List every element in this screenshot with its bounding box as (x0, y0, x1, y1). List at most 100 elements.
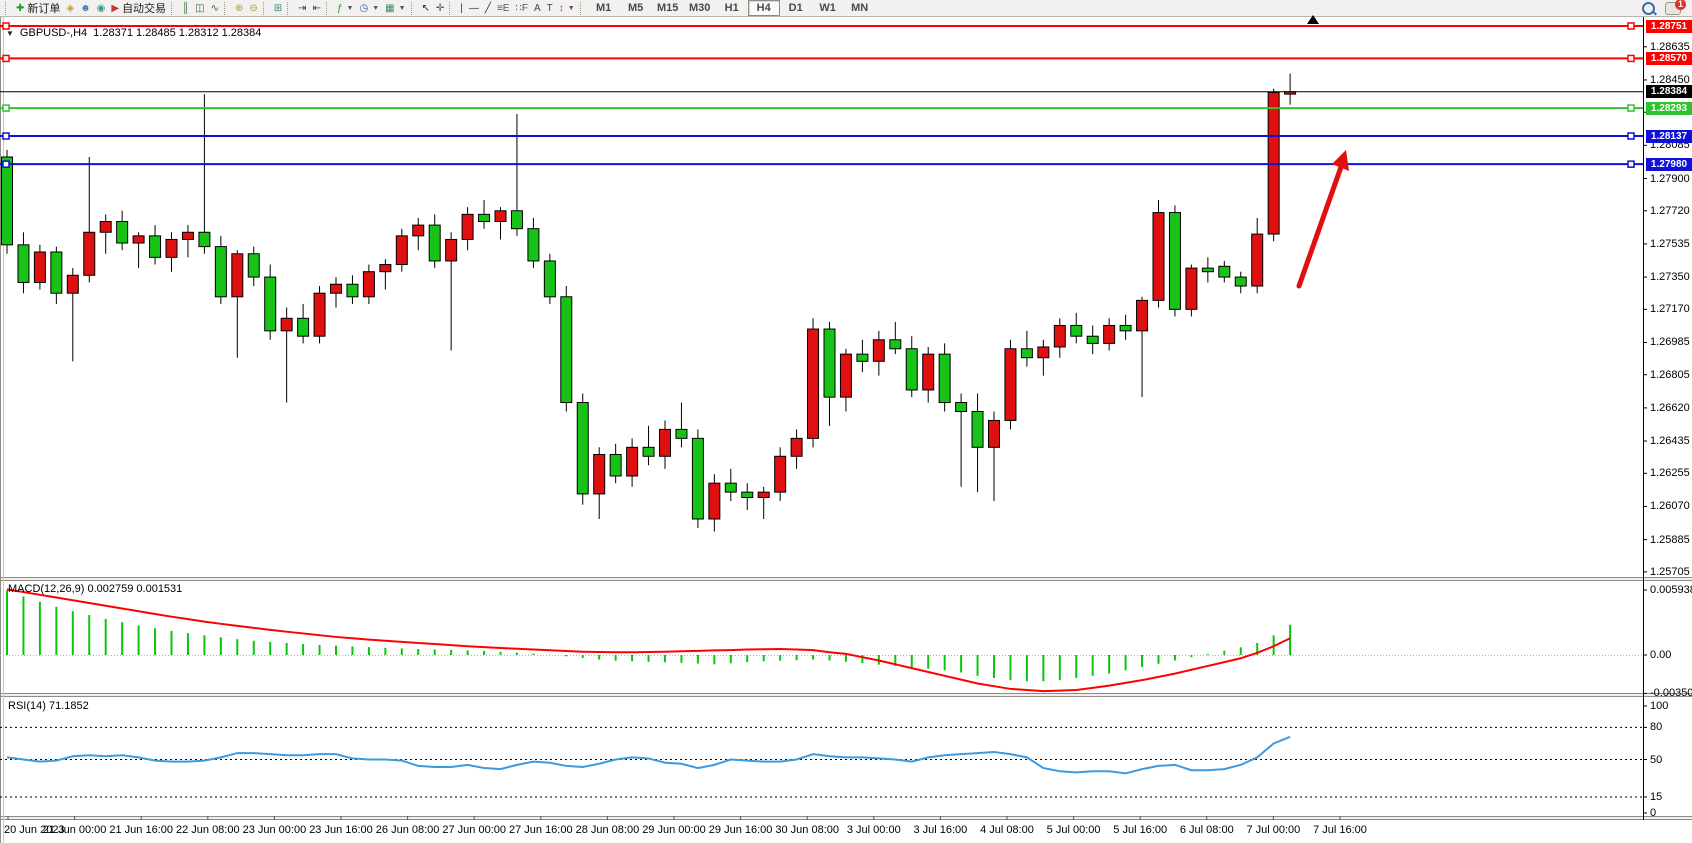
candle-body (264, 276, 277, 332)
time-axis-label: 4 Jul 08:00 (980, 824, 1034, 836)
line-anchor-handle[interactable] (1627, 132, 1635, 140)
time-axis-label: 30 Jun 08:00 (775, 824, 839, 836)
chevron-down-icon[interactable]: ▼ (372, 4, 380, 12)
new-order-button-label: 新订单 (27, 3, 61, 15)
price-axis-label: 1.27170 (1650, 303, 1690, 316)
candle-body (1251, 233, 1264, 287)
chevron-down-icon[interactable]: ▼ (346, 4, 354, 12)
auto-trading-button[interactable]: ▶ 自动交易 (108, 1, 169, 16)
timeframe-button-m1[interactable]: M1 (596, 2, 612, 14)
chevron-down-icon[interactable]: ▼ (398, 4, 406, 12)
candle-body (1152, 212, 1165, 301)
line-anchor-handle[interactable] (1627, 54, 1635, 63)
text-label-button[interactable]: T (544, 1, 556, 16)
time-axis-label: 27 Jun 16:00 (508, 824, 573, 836)
price-level-tag: 1.28751 (1646, 19, 1692, 33)
symbol-dropdown-icon[interactable]: ▼ (6, 28, 14, 38)
up-arrow-annotation[interactable] (1296, 164, 1344, 289)
price-axis-label: 1.28635 (1650, 40, 1690, 53)
candle-body (231, 253, 244, 298)
macd-signal-line (6, 588, 1291, 693)
candle-body (938, 353, 951, 404)
toolbar-separator (449, 1, 455, 15)
candle-body (576, 402, 589, 495)
signals-button[interactable]: ◉ (94, 1, 109, 16)
toolbar-separator (262, 1, 269, 15)
arrow-objects-button[interactable]: ↕ ▼ (556, 1, 578, 16)
text-button[interactable]: A (531, 1, 544, 16)
timeframe-button-m30[interactable]: M30 (688, 2, 711, 14)
cursor-button[interactable]: ↖ (419, 1, 433, 16)
paint-bucket-icon: ◈ (66, 2, 75, 14)
periods-button[interactable]: ◷ ▼ (356, 1, 382, 16)
timeframe-button-w1[interactable]: W1 (819, 2, 836, 14)
zoom-out-button[interactable]: ⊖ (246, 1, 260, 16)
line-anchor-handle[interactable] (2, 104, 10, 112)
styler-button[interactable]: ◈ (63, 1, 77, 16)
line-anchor-handle[interactable] (2, 132, 10, 140)
line-anchor-handle[interactable] (1627, 22, 1635, 30)
bar-chart-button[interactable]: ║ (179, 1, 192, 16)
price-axis-label: 1.26805 (1650, 368, 1690, 381)
search-icon[interactable] (1642, 1, 1655, 15)
macd-label: MACD(12,26,9) 0.002759 0.001531 (8, 583, 183, 595)
timeframe-button-h1[interactable]: H1 (724, 2, 739, 14)
price-axis-label: 1.26985 (1650, 336, 1690, 349)
panel-separator[interactable] (0, 577, 1692, 581)
auto-scroll-button[interactable]: ⇥ (295, 1, 309, 16)
line-chart-button[interactable]: ∿ (208, 1, 222, 16)
indicators-button[interactable]: ƒ ▼ (334, 1, 357, 16)
toolbar-right-group: 1 (1642, 0, 1689, 15)
time-axis-label: 6 Jul 08:00 (1179, 824, 1234, 836)
candlestick-icon: ◫ (195, 2, 205, 14)
timeframe-button-h4[interactable]: H4 (747, 0, 780, 16)
candle-body (790, 437, 803, 457)
zoom-in-button[interactable]: ⊕ (232, 1, 246, 16)
new-order-button[interactable]: ✚ 新订单 (13, 1, 63, 16)
toolbar-separator (171, 1, 177, 15)
line-anchor-handle[interactable] (2, 22, 10, 30)
candle-body (724, 482, 737, 493)
candle-body (691, 437, 704, 520)
candle-body (149, 235, 162, 258)
time-axis-label: 23 Jun 00:00 (242, 824, 307, 836)
profile-button[interactable]: ☻ (77, 1, 94, 16)
time-axis-label: 5 Jul 00:00 (1046, 824, 1101, 836)
rsi-axis-label: 80 (1650, 721, 1663, 734)
chat-icon[interactable]: 1 (1665, 0, 1686, 15)
candle-body (823, 328, 836, 398)
rsi-label: RSI(14) 71.1852 (8, 700, 89, 712)
line-anchor-handle[interactable] (2, 54, 10, 63)
candle-body (741, 491, 754, 499)
line-anchor-handle[interactable] (1627, 160, 1635, 168)
candle-body (181, 231, 194, 240)
time-axis-label: 22 Jun 08:00 (175, 824, 240, 836)
tile-windows-button[interactable]: ⊞ (271, 1, 285, 16)
fibo-retracement-button[interactable]: ≡E (494, 1, 513, 16)
line-anchor-handle[interactable] (2, 160, 10, 168)
fibo-fan-button[interactable]: ∷F (512, 1, 530, 16)
timeframe-button-m5[interactable]: M5 (628, 2, 644, 14)
candle-body (1136, 299, 1149, 332)
candlestick-button[interactable]: ◫ (192, 1, 207, 16)
line-anchor-handle[interactable] (1627, 104, 1635, 112)
macd-axis-label: 0.005938 (1650, 584, 1692, 596)
chevron-down-icon[interactable]: ▼ (567, 4, 575, 12)
candle-body (708, 482, 721, 520)
panel-separator[interactable] (0, 816, 1692, 820)
timeframe-button-m15[interactable]: M15 (656, 2, 679, 14)
up-arrow-head[interactable] (1332, 150, 1349, 171)
candle-body (1168, 212, 1181, 310)
panel-separator[interactable] (0, 693, 1692, 697)
templates-button[interactable]: ▦ ▼ (382, 1, 408, 16)
vertical-line-button[interactable]: | (457, 1, 466, 16)
chart-shift-button[interactable]: ⇤ (310, 1, 324, 16)
trendline-button[interactable]: ╱ (482, 1, 494, 16)
crosshair-button[interactable]: ✛ (433, 1, 447, 16)
arrow-objects-icon: ↕ (558, 2, 564, 14)
timeframe-button-d1[interactable]: D1 (788, 2, 803, 14)
horizontal-line-button[interactable]: — (466, 1, 482, 16)
timeframe-button-mn[interactable]: MN (851, 2, 869, 14)
macd-axis-label: -0.003502 (1650, 687, 1692, 700)
